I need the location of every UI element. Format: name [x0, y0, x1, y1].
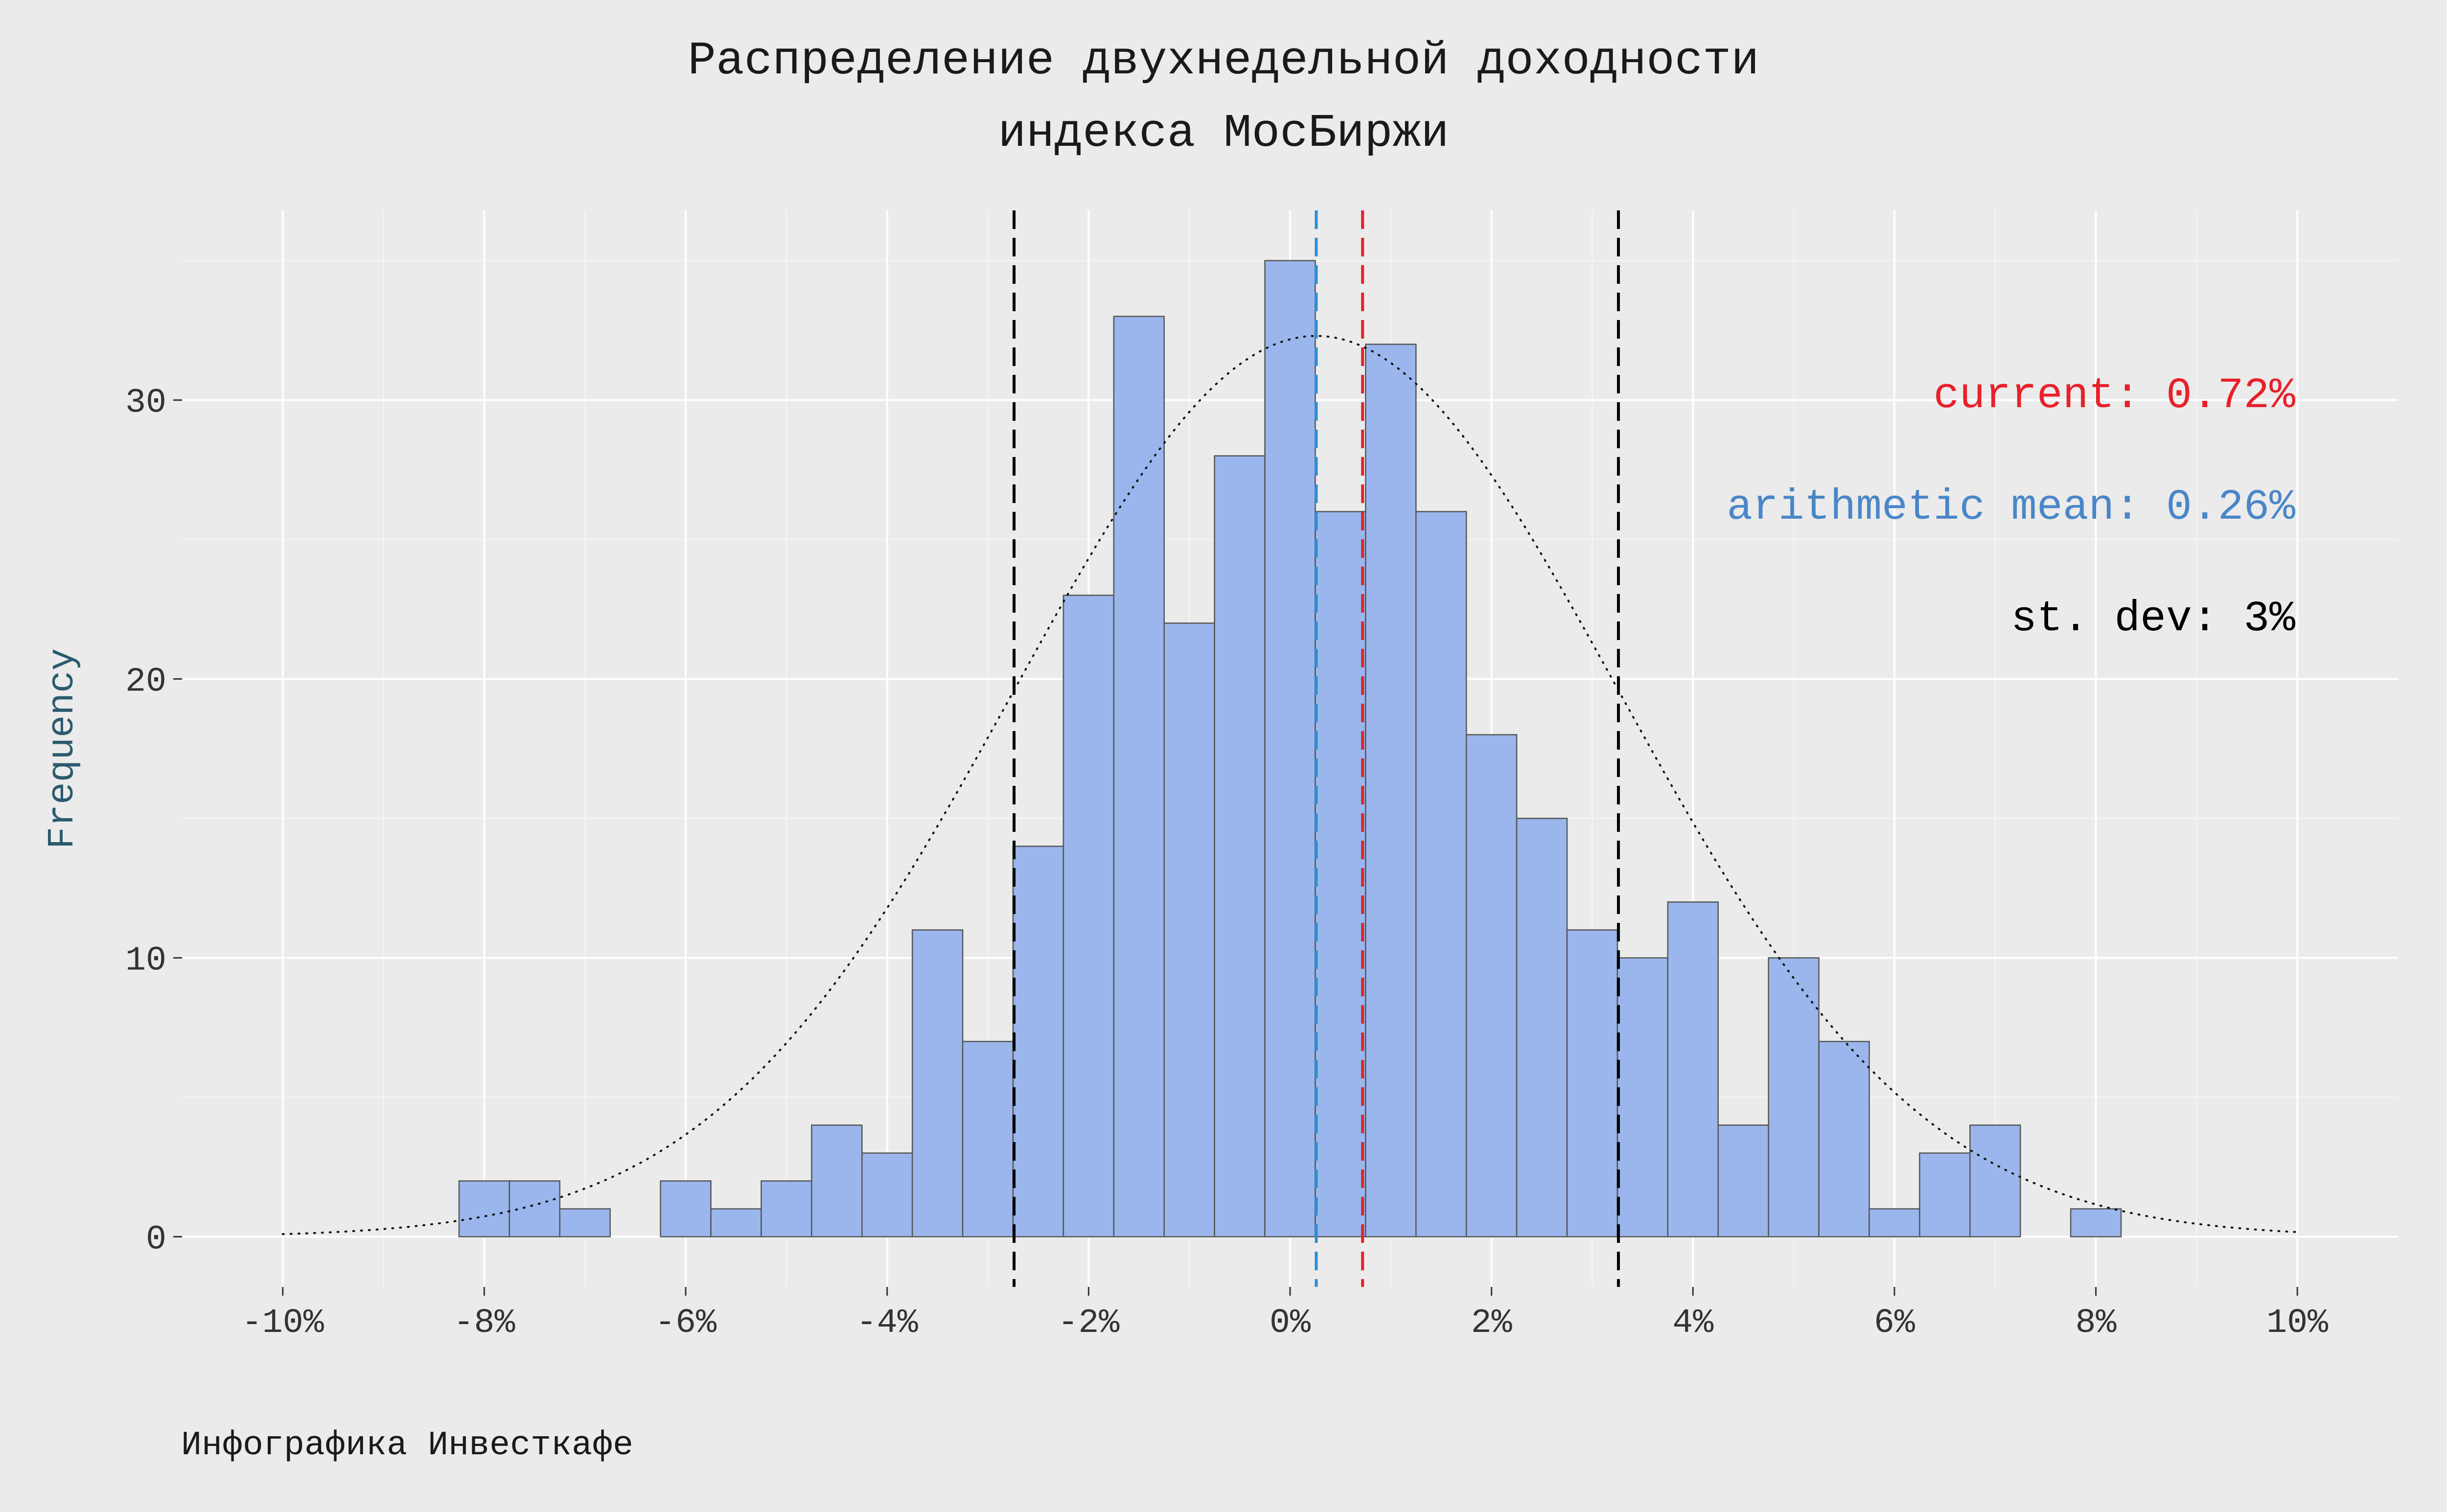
histogram-bar — [2070, 1208, 2122, 1237]
histogram-bar — [1516, 818, 1568, 1237]
histogram-bar — [861, 1152, 913, 1237]
histogram-bar — [1315, 511, 1366, 1237]
histogram-bar — [911, 929, 964, 1237]
y-tick-label: 30 — [125, 384, 166, 423]
current-annotation-text: current: 0.72% — [1933, 372, 2295, 420]
x-tick-label: 2% — [1471, 1304, 1513, 1343]
histogram-bar — [1264, 260, 1316, 1237]
y-tick-label: 0 — [146, 1220, 166, 1259]
x-tick-label: -4% — [856, 1304, 919, 1343]
chart-title-line1: Распределение двухнедельной доходности — [688, 34, 1759, 88]
y-tick-label: 20 — [125, 663, 166, 702]
histogram-bar — [1869, 1208, 1920, 1237]
stdev-annotation: st. dev: 3% — [2011, 595, 2295, 643]
normal-density-curve — [281, 335, 2299, 1236]
histogram-bar — [1818, 1041, 1870, 1237]
histogram-bar — [660, 1180, 712, 1237]
histogram-bar — [458, 1180, 510, 1237]
x-tick-label: -8% — [453, 1304, 515, 1343]
y-axis-label: Frequency — [42, 648, 84, 849]
histogram-bar — [1012, 846, 1064, 1237]
histogram-bar — [1717, 1124, 1769, 1237]
x-tick-label: -6% — [655, 1304, 717, 1343]
histogram-bar — [1062, 595, 1115, 1237]
x-tick-label: 8% — [2076, 1304, 2117, 1343]
histogram-bar — [1163, 622, 1215, 1237]
histogram-bar — [559, 1208, 611, 1237]
x-tick-label: 4% — [1672, 1304, 1714, 1343]
histogram-bar — [1667, 901, 1719, 1237]
histogram-bar — [1566, 929, 1618, 1237]
histogram-bar — [1465, 734, 1518, 1237]
stdev-annotation-text: st. dev: 3% — [2011, 595, 2295, 643]
current-annotation: current: 0.72% — [1934, 372, 2295, 420]
histogram-bar — [1616, 957, 1669, 1237]
histogram-bar — [761, 1180, 812, 1237]
caption: Инфографика Инвесткафе — [181, 1426, 634, 1465]
mean-annotation-text: arithmetic mean: 0.26% — [1727, 483, 2295, 532]
histogram-bar — [1214, 455, 1266, 1237]
x-tick-label: 6% — [1874, 1304, 1916, 1343]
histogram-bar — [1113, 316, 1165, 1237]
histogram-bar — [1768, 957, 1820, 1237]
histogram-bar — [811, 1124, 863, 1237]
histogram-bar — [962, 1041, 1014, 1237]
x-tick-label: -10% — [242, 1304, 324, 1343]
histogram-bar — [508, 1180, 561, 1237]
histogram-bar — [1969, 1124, 2021, 1237]
histogram-bar — [1919, 1152, 1971, 1237]
x-tick-label: -2% — [1058, 1304, 1120, 1343]
histogram-bar — [1415, 511, 1467, 1237]
y-tick-label: 10 — [125, 941, 166, 980]
mean-annotation: arithmetic mean: 0.26% — [1727, 483, 2295, 532]
x-tick-label: 0% — [1270, 1304, 1311, 1343]
histogram-bar — [710, 1208, 762, 1237]
chart-title-line2: индекса МосБиржи — [998, 107, 1449, 160]
histogram-bar — [1365, 344, 1417, 1237]
x-tick-label: 10% — [2266, 1304, 2329, 1343]
